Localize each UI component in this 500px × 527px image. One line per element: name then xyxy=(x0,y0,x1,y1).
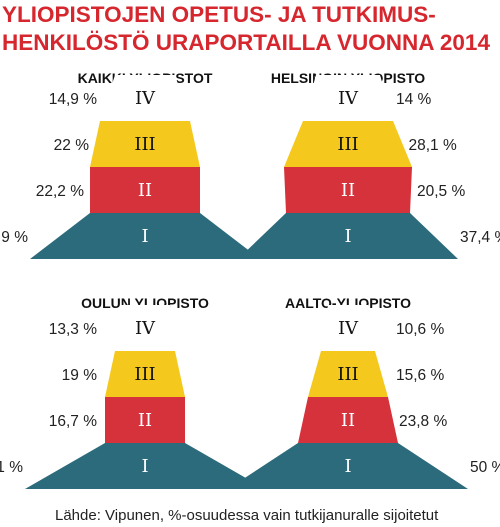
bar-level-IV xyxy=(303,75,393,121)
data-label-I: 40,9 % xyxy=(0,229,28,246)
bar-level-II xyxy=(90,167,200,213)
level-label-IV: IV xyxy=(135,88,156,109)
level-label-II: II xyxy=(138,180,152,201)
chart-panel: OULUN YLIOPISTO I 51 % II 16,7 % III 19 % IV 13,… xyxy=(0,295,265,489)
level-label-IV: IV xyxy=(135,318,156,339)
level-label-III: III xyxy=(337,364,358,385)
bar-level-II xyxy=(284,167,412,213)
bar-level-I xyxy=(30,213,260,259)
data-label-II: 23,8 % xyxy=(399,413,447,430)
bar-level-I xyxy=(238,213,458,259)
level-label-I: I xyxy=(141,456,148,477)
data-label-IV: 14,9 % xyxy=(49,91,97,108)
bar-level-IV xyxy=(100,75,190,121)
data-label-III: 28,1 % xyxy=(409,137,457,154)
bar-level-III xyxy=(90,121,200,167)
data-label-I: 37,4 % xyxy=(460,229,500,246)
bar-level-IV xyxy=(321,305,375,351)
data-label-III: 22 % xyxy=(54,137,90,154)
chart-title-line-1: YLIOPISTOJEN OPETUS- JA TUTKIMUS- xyxy=(2,2,436,27)
source-note: Lähde: Vipunen, %-osuudessa vain tutkija… xyxy=(55,507,439,524)
data-label-IV: 13,3 % xyxy=(49,321,97,338)
data-label-III: 15,6 % xyxy=(396,367,444,384)
level-label-I: I xyxy=(141,226,148,247)
bar-level-IV xyxy=(115,305,175,351)
level-label-II: II xyxy=(341,410,355,431)
data-label-IV: 14 % xyxy=(396,91,432,108)
data-label-II: 20,5 % xyxy=(417,183,465,200)
level-label-II: II xyxy=(341,180,355,201)
level-label-IV: IV xyxy=(338,318,359,339)
data-label-III: 19 % xyxy=(62,367,98,384)
chart-panel: AALTO-YLIOPISTO I 50 % II 23,8 % III 15,6 % IV 1… xyxy=(228,295,500,489)
data-label-IV: 10,6 % xyxy=(396,321,444,338)
panel-title: OULUN YLIOPISTO xyxy=(81,295,209,311)
panel-title: AALTO-YLIOPISTO xyxy=(285,295,411,311)
data-label-II: 16,7 % xyxy=(49,413,97,430)
level-label-III: III xyxy=(337,134,358,155)
bar-level-III xyxy=(105,351,185,397)
data-label-II: 22,2 % xyxy=(36,183,84,200)
bar-level-III xyxy=(308,351,388,397)
level-label-IV: IV xyxy=(338,88,359,109)
data-label-I: 51 % xyxy=(0,459,23,476)
bar-level-I xyxy=(228,443,468,489)
bar-level-II xyxy=(105,397,185,443)
level-label-I: I xyxy=(344,456,351,477)
level-label-II: II xyxy=(138,410,152,431)
data-label-I: 50 % xyxy=(470,459,500,476)
chart-title-line-2: HENKILÖSTÖ URAPORTAILLA VUONNA 2014 xyxy=(2,30,490,55)
level-label-I: I xyxy=(344,226,351,247)
bar-level-I xyxy=(25,443,265,489)
bar-level-III xyxy=(284,121,412,167)
bar-level-II xyxy=(298,397,398,443)
level-label-III: III xyxy=(134,134,155,155)
level-label-III: III xyxy=(134,364,155,385)
